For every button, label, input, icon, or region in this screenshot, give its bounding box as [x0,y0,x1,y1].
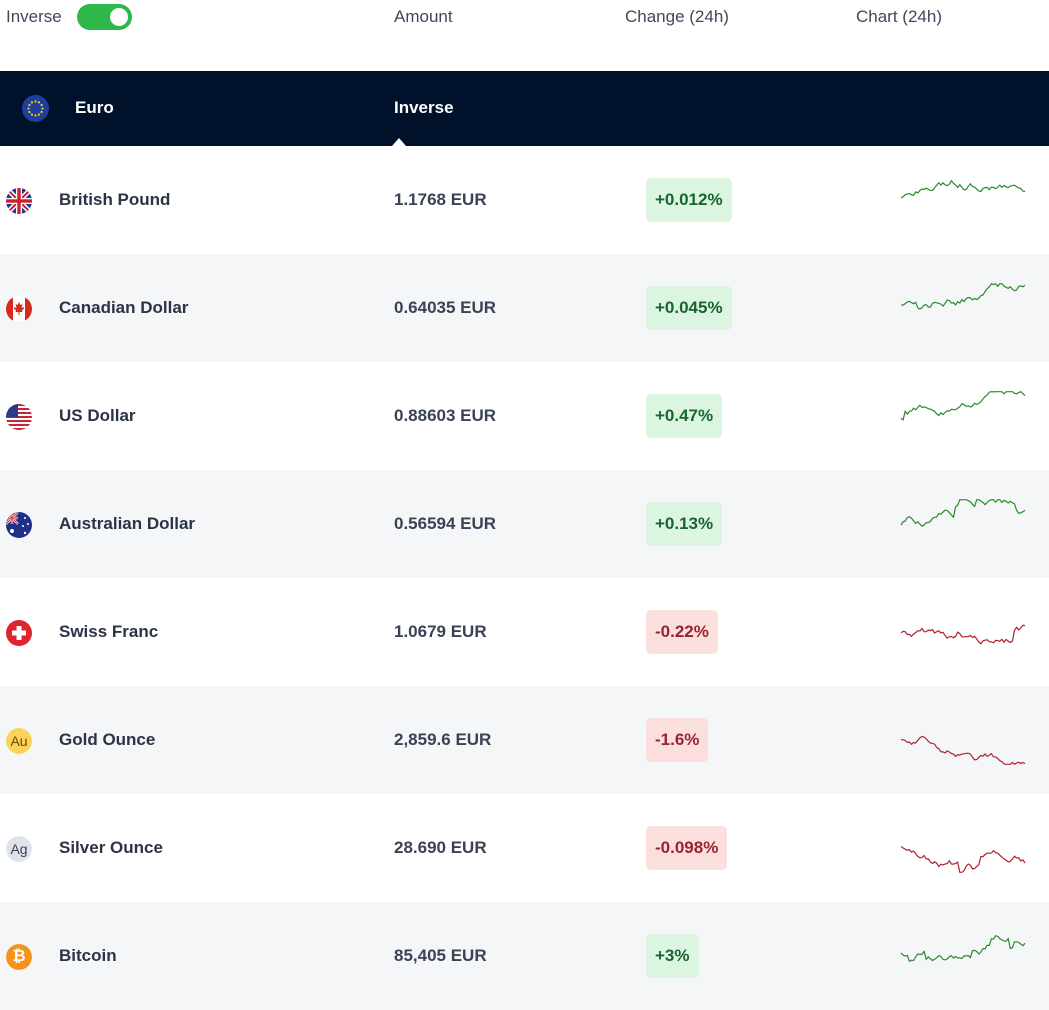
caret-icon [392,138,406,146]
change-badge: +0.012% [646,178,732,222]
currency-row[interactable]: Ag Silver Ounce 28.690 EUR -0.098% [0,794,1049,902]
currency-row[interactable]: British Pound 1.1768 EUR +0.012% [0,146,1049,254]
currency-name[interactable]: Australian Dollar [59,514,196,533]
sparkline-chart [900,499,1026,527]
eu-flag-icon [22,95,49,122]
sparkline[interactable] [900,280,1026,336]
canada-flag-icon [6,296,32,322]
currency-amount: 1.1768 EUR [394,190,487,209]
currency-row[interactable]: Swiss Franc 1.0679 EUR -0.22% [0,578,1049,686]
amount-column-header: Amount [394,7,453,26]
currency-row[interactable]: Canadian Dollar 0.64035 EUR +0.045% [0,254,1049,362]
sparkline-chart [900,391,1026,421]
currency-list: British Pound 1.1768 EUR +0.012% Canadian D… [0,146,1049,1010]
change-badge: -0.098% [646,826,728,870]
change-badge: +0.045% [646,286,732,330]
sparkline-chart [900,179,1026,199]
currency-row[interactable]: US Dollar 0.88603 EUR +0.47% [0,362,1049,470]
sparkline[interactable] [900,172,1026,228]
switzerland-flag-icon [6,620,32,646]
currency-name[interactable]: US Dollar [59,406,136,425]
currency-name[interactable]: Gold Ounce [59,730,156,749]
change-badge: -1.6% [646,718,709,762]
currency-amount: 2,859.6 EUR [394,730,492,749]
base-currency-row[interactable]: Euro Inverse [0,71,1049,146]
silver-coin-icon: Ag [6,836,32,862]
sparkline-chart [900,624,1026,645]
currency-amount: 0.88603 EUR [394,406,497,425]
sparkline[interactable] [900,496,1026,552]
sparkline[interactable] [900,712,1026,768]
currency-name[interactable]: Canadian Dollar [59,298,189,317]
currency-amount: 1.0679 EUR [394,622,487,641]
currency-amount: 0.56594 EUR [394,514,497,533]
australia-flag-icon [6,512,32,538]
currency-name[interactable]: British Pound [59,190,171,209]
sparkline-chart [900,282,1026,310]
toggle-knob [110,8,128,26]
currency-amount: 28.690 EUR [394,838,487,857]
column-header: Inverse Amount Change (24h) Chart (24h) [0,0,1049,71]
chart-column-header: Chart (24h) [856,7,942,26]
inverse-toggle[interactable] [77,4,132,30]
change-badge: +0.13% [646,502,723,546]
base-currency-name: Euro [75,98,114,117]
change-column-header: Change (24h) [625,7,729,26]
base-inverse-label: Inverse [394,98,454,117]
sparkline[interactable] [900,604,1026,660]
currency-row[interactable]: Australian Dollar 0.56594 EUR +0.13% [0,470,1049,578]
sparkline-chart [901,735,1026,766]
change-badge: -0.22% [646,610,718,654]
currency-amount: 0.64035 EUR [394,298,497,317]
sparkline[interactable] [900,928,1026,984]
sparkline[interactable] [900,820,1026,876]
currency-amount: 85,405 EUR [394,946,487,965]
inverse-label: Inverse [6,7,62,26]
bitcoin-icon: ₿ [6,944,32,970]
gold-coin-icon: Au [6,728,32,754]
change-badge: +3% [646,934,699,978]
sparkline[interactable] [900,388,1026,444]
sparkline-chart [900,935,1026,963]
change-badge: +0.47% [646,394,723,438]
sparkline-chart [900,846,1026,873]
currency-name[interactable]: Swiss Franc [59,622,159,641]
currency-name[interactable]: Silver Ounce [59,838,163,857]
uk-flag-icon [6,188,32,214]
currency-name[interactable]: Bitcoin [59,946,117,965]
us-flag-icon [6,404,32,430]
currency-row[interactable]: ₿ Bitcoin 85,405 EUR +3% [0,902,1049,1010]
currency-row[interactable]: Au Gold Ounce 2,859.6 EUR -1.6% [0,686,1049,794]
